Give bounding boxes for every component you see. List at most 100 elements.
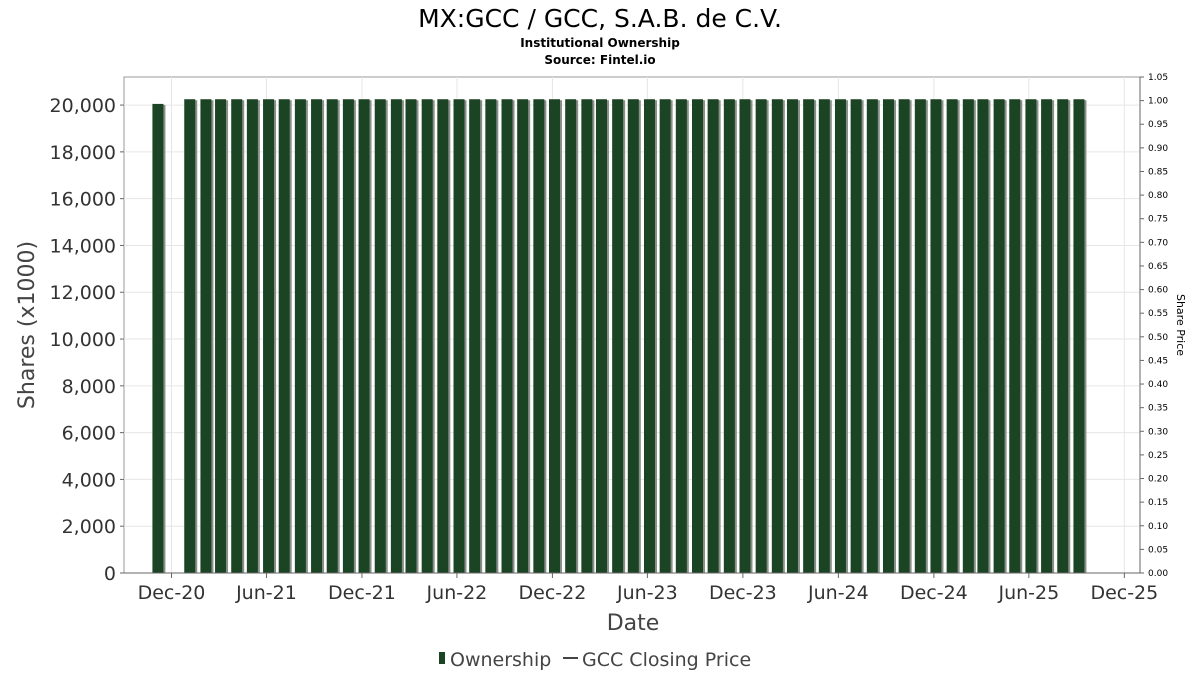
x-tick-label: Dec-22 (519, 582, 587, 604)
y-right-tick-label: 0.30 (1148, 427, 1168, 437)
x-tick-label: Dec-21 (328, 582, 396, 604)
y-right-tick-label: 0.75 (1148, 215, 1168, 225)
x-tick-label: Jun-24 (807, 582, 869, 604)
chart-subtitle: Institutional Ownership (520, 36, 680, 50)
bar (850, 99, 862, 574)
bar (231, 99, 243, 574)
x-tick-label: Jun-23 (616, 582, 678, 604)
y-right-tick-label: 0.50 (1148, 333, 1168, 343)
bar (866, 99, 878, 574)
y-tick-label: 4,000 (62, 469, 116, 491)
x-tick-label: Jun-22 (426, 582, 488, 604)
bar (803, 99, 815, 574)
bar (595, 99, 607, 574)
bar (390, 99, 402, 574)
bar (485, 99, 497, 574)
bar (691, 99, 703, 574)
x-tick-label: Dec-20 (138, 582, 206, 604)
y-axis-label-left: Shares (x1000) (15, 241, 40, 409)
y-right-tick-label: 0.45 (1148, 356, 1168, 366)
y-tick-label: 14,000 (50, 235, 116, 257)
bar (818, 99, 830, 574)
bar (834, 99, 846, 574)
bar (565, 99, 577, 574)
chart-source: Source: Fintel.io (544, 53, 655, 67)
y-tick-label: 20,000 (50, 95, 116, 117)
y-tick-label: 2,000 (62, 516, 116, 538)
bar (675, 99, 687, 574)
bar (342, 99, 354, 574)
bar (1057, 99, 1069, 574)
y-right-tick-label: 0.90 (1148, 144, 1168, 154)
bar (453, 99, 465, 574)
bar (533, 99, 545, 574)
bar (612, 99, 624, 574)
bar-series-ownership (152, 99, 1087, 574)
bar (152, 103, 164, 573)
bar (581, 99, 593, 574)
bar (993, 99, 1005, 574)
y-tick-label: 10,000 (50, 329, 116, 351)
bar (898, 99, 910, 574)
legend-label-price: GCC Closing Price (582, 649, 751, 671)
bar (914, 99, 926, 574)
y-tick-label: 18,000 (50, 142, 116, 164)
x-tick-label: Dec-23 (709, 582, 777, 604)
bar (469, 99, 481, 574)
bar (246, 99, 258, 574)
x-tick-label: Jun-25 (997, 582, 1059, 604)
y-right-tick-label: 0.65 (1148, 262, 1168, 272)
y-right-tick-label: 0.25 (1148, 451, 1168, 461)
bar (643, 99, 655, 574)
x-tick-label: Jun-21 (235, 582, 297, 604)
legend-label-ownership: Ownership (450, 649, 551, 671)
y-right-tick-label: 0.85 (1148, 167, 1168, 177)
bar (294, 99, 306, 574)
bar (1073, 99, 1085, 574)
y-tick-label: 6,000 (62, 423, 116, 445)
y-right-tick-label: 0.40 (1148, 380, 1168, 390)
y-axis-right: 0.00 0.05 0.10 0.15 0.20 0.25 0.30 0.35 0.40 0.45… (1139, 73, 1168, 579)
y-tick-label: 8,000 (62, 376, 116, 398)
x-tick-label: Dec-24 (900, 582, 968, 604)
bar (421, 99, 433, 574)
bar (962, 99, 974, 574)
bar (278, 99, 290, 574)
y-right-tick-label: 1.00 (1148, 97, 1168, 107)
bar (771, 99, 783, 574)
bar (405, 99, 417, 574)
y-right-tick-label: 0.95 (1148, 120, 1168, 130)
bar (549, 99, 561, 574)
bar (755, 99, 767, 574)
bar (501, 99, 513, 574)
bar (1009, 99, 1021, 574)
bar (517, 99, 529, 574)
y-right-tick-label: 0.70 (1148, 238, 1168, 248)
y-right-tick-label: 0.20 (1148, 475, 1168, 485)
bar (723, 99, 735, 574)
bar (263, 99, 275, 574)
y-axis-left: 0 2,000 4,000 6,000 8,000 10,000 12,000 14,000 1… (50, 95, 124, 585)
y-right-tick-label: 0.15 (1148, 498, 1168, 508)
bar (707, 99, 719, 574)
y-tick-label: 12,000 (50, 282, 116, 304)
bar (1041, 99, 1053, 574)
y-right-tick-label: 0.05 (1148, 545, 1168, 555)
bar (977, 99, 989, 574)
y-axis-label-right: Share Price (1174, 294, 1187, 356)
bar (930, 99, 942, 574)
bar (215, 99, 227, 574)
bar (739, 99, 751, 574)
y-right-tick-label: 0.10 (1148, 522, 1168, 532)
bar (659, 99, 671, 574)
legend-swatch-ownership (439, 652, 445, 664)
bar (627, 99, 639, 574)
chart-title: MX:GCC / GCC, S.A.B. de C.V. (418, 4, 782, 33)
y-tick-label: 16,000 (50, 189, 116, 211)
y-right-tick-label: 0.80 (1148, 191, 1168, 201)
x-axis-label: Date (607, 611, 660, 636)
bar (786, 99, 798, 574)
x-tick-label: Dec-25 (1090, 582, 1158, 604)
